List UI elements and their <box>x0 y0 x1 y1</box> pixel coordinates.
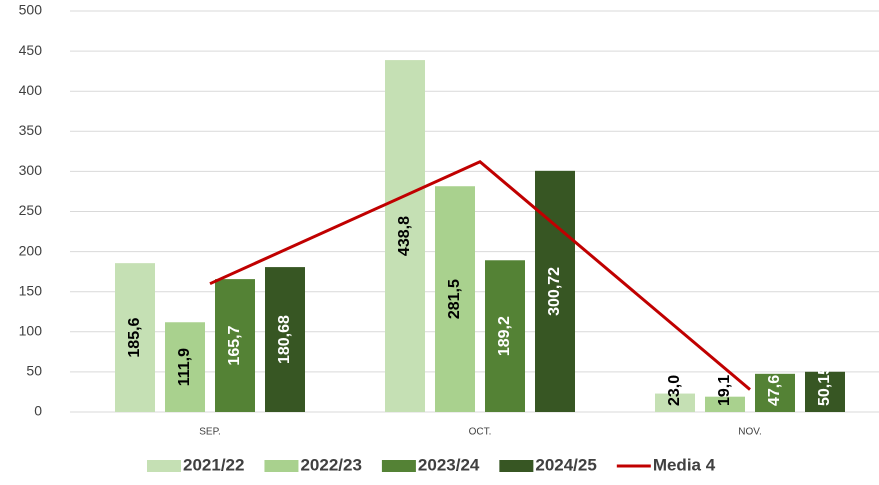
data-label: 300,72 <box>546 267 563 316</box>
legend-label: 2023/24 <box>418 455 480 474</box>
data-label: 50,15 <box>816 366 833 406</box>
bar <box>485 260 525 412</box>
bar <box>215 279 255 412</box>
bar <box>805 371 845 412</box>
data-label: 189,2 <box>496 316 513 356</box>
data-label: 111,9 <box>176 348 193 386</box>
y-tick-label: 100 <box>19 323 43 339</box>
bar <box>265 267 305 412</box>
data-label: 47,6 <box>766 375 783 406</box>
y-tick-label: 150 <box>19 282 43 298</box>
x-tick-label: NOV. <box>738 427 762 438</box>
bar <box>655 393 695 412</box>
bar <box>435 186 475 412</box>
bar <box>755 373 795 412</box>
legend-label: Media 4 <box>653 455 716 474</box>
data-label: 19,1 <box>716 375 733 406</box>
bar <box>705 396 745 412</box>
y-tick-label: 50 <box>26 363 42 379</box>
bar <box>535 170 575 412</box>
y-tick-label: 450 <box>19 42 43 58</box>
y-tick-label: 200 <box>19 242 43 258</box>
legend-label: 2021/22 <box>183 455 244 474</box>
data-label: 438,8 <box>396 216 413 256</box>
y-tick-label: 350 <box>19 122 43 138</box>
legend-swatch <box>264 460 299 472</box>
legend-label: 2022/23 <box>300 455 361 474</box>
y-tick-label: 250 <box>19 202 43 218</box>
data-label: 23,0 <box>666 375 683 406</box>
legend-swatch <box>147 460 181 472</box>
legend-label: 2024/25 <box>535 455 596 474</box>
y-tick-label: 500 <box>19 2 43 18</box>
line <box>209 160 751 391</box>
data-label: 185,6 <box>126 317 143 357</box>
y-tick-label: 300 <box>19 162 43 178</box>
data-label: 180,68 <box>276 315 293 364</box>
x-tick-label: SEP. <box>199 427 221 438</box>
legend-swatch <box>499 460 534 472</box>
bar <box>165 322 205 412</box>
data-label: 165,7 <box>226 325 243 365</box>
x-tick-label: OCT. <box>469 427 492 438</box>
y-tick-label: 0 <box>34 403 42 419</box>
bar <box>115 263 155 412</box>
legend-swatch <box>381 460 416 472</box>
data-label: 281,5 <box>446 279 463 319</box>
bar <box>385 60 425 413</box>
y-tick-label: 400 <box>19 82 43 98</box>
